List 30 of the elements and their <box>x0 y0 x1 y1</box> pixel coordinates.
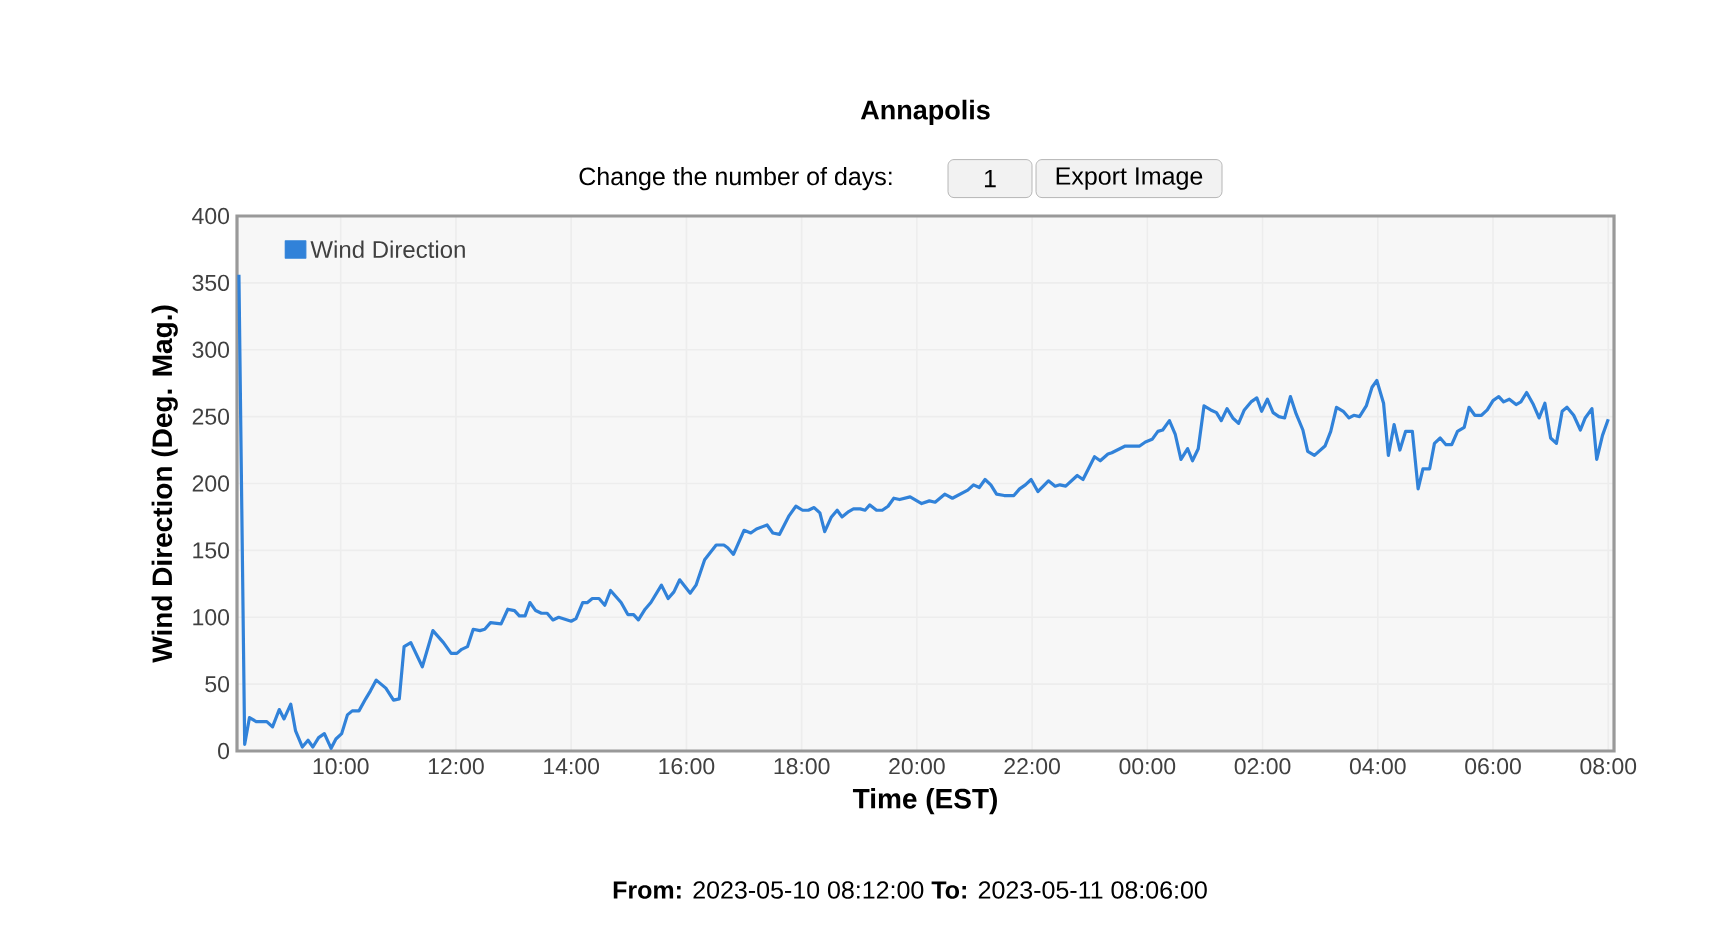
x-tick-label: 12:00 <box>428 758 484 775</box>
x-tick-label: 06:00 <box>1465 758 1521 775</box>
x-tick-label: 22:00 <box>1004 758 1060 775</box>
x-tick-label: 02:00 <box>1234 758 1291 775</box>
y-tick-label: 350 <box>192 274 230 292</box>
y-tick-label: 200 <box>192 475 230 492</box>
x-tick-label: 00:00 <box>1119 758 1176 775</box>
text: 1 <box>984 170 996 188</box>
y-tick-label: 150 <box>193 542 230 559</box>
text: From: 2023-05-10 08:12:00 To: 2023-05-11 08:06:00 <box>613 881 1207 899</box>
x-tick-label: 04:00 <box>1349 758 1406 775</box>
line-series <box>237 273 1610 750</box>
x-tick-label: 14:00 <box>544 758 600 775</box>
x-tick-label: 16:00 <box>659 758 715 775</box>
legend-label: Wind Direction <box>310 240 465 259</box>
x-tick-label: 10:00 <box>313 758 369 775</box>
text: Change the number of days: <box>579 166 892 191</box>
x-tick-label: 08:00 <box>1580 758 1637 775</box>
y-axis-title: Wind Direction (Deg. Mag.) <box>151 305 178 663</box>
x-tick-label: 18:00 <box>774 758 830 775</box>
x-axis-title: Time (EST) <box>852 788 997 815</box>
y-tick-label: 250 <box>192 408 230 425</box>
y-tick-label: 400 <box>192 207 230 225</box>
chart-title: Annapolis <box>860 99 990 125</box>
y-tick-label: 100 <box>193 609 230 626</box>
y-tick-label: 50 <box>205 675 230 693</box>
text: Export Image <box>1056 167 1203 190</box>
y-tick-label: 0 <box>218 742 230 760</box>
y-tick-label: 300 <box>192 341 230 358</box>
x-tick-label: 20:00 <box>889 758 945 775</box>
